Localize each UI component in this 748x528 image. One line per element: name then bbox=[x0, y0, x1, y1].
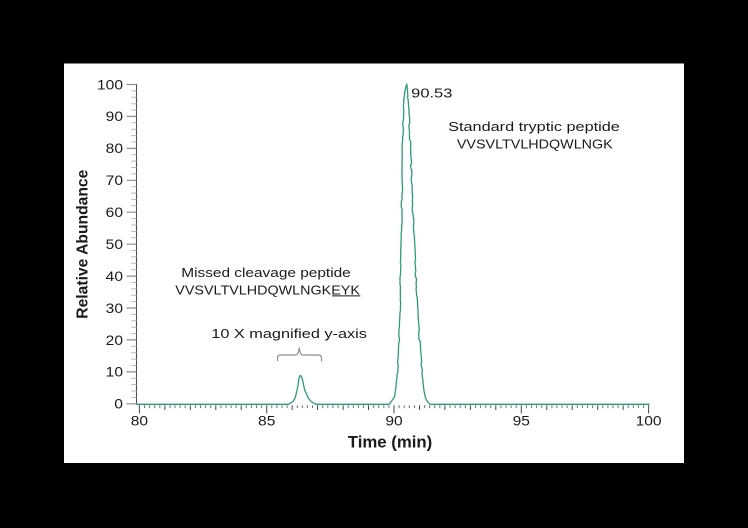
svg-text:50: 50 bbox=[106, 236, 124, 252]
svg-text:Standard tryptic peptide: Standard tryptic peptide bbox=[448, 119, 620, 134]
svg-text:85: 85 bbox=[258, 412, 276, 428]
svg-text:90: 90 bbox=[385, 412, 403, 428]
svg-text:40: 40 bbox=[106, 268, 124, 284]
svg-text:60: 60 bbox=[106, 204, 124, 220]
svg-text:70: 70 bbox=[106, 172, 124, 188]
svg-text:20: 20 bbox=[106, 332, 124, 348]
svg-text:90: 90 bbox=[106, 108, 124, 124]
svg-text:Time (min): Time (min) bbox=[348, 433, 433, 452]
svg-text:100: 100 bbox=[97, 76, 123, 92]
svg-text:VVSVLTVLHDQWLNGKEYK: VVSVLTVLHDQWLNGKEYK bbox=[175, 283, 360, 298]
svg-text:80: 80 bbox=[106, 140, 124, 156]
svg-text:30: 30 bbox=[106, 300, 124, 316]
svg-text:90.53: 90.53 bbox=[411, 86, 452, 101]
svg-text:Relative Abundance: Relative Abundance bbox=[75, 170, 92, 319]
svg-text:0: 0 bbox=[114, 396, 123, 412]
svg-text:10: 10 bbox=[106, 364, 124, 380]
svg-text:80: 80 bbox=[131, 412, 149, 428]
svg-text:10 X magnified y-axis: 10 X magnified y-axis bbox=[211, 326, 367, 341]
svg-text:100: 100 bbox=[636, 412, 662, 428]
svg-text:Missed cleavage peptide: Missed cleavage peptide bbox=[181, 265, 351, 280]
svg-text:95: 95 bbox=[513, 412, 531, 428]
svg-text:VVSVLTVLHDQWLNGK: VVSVLTVLHDQWLNGK bbox=[457, 136, 613, 151]
